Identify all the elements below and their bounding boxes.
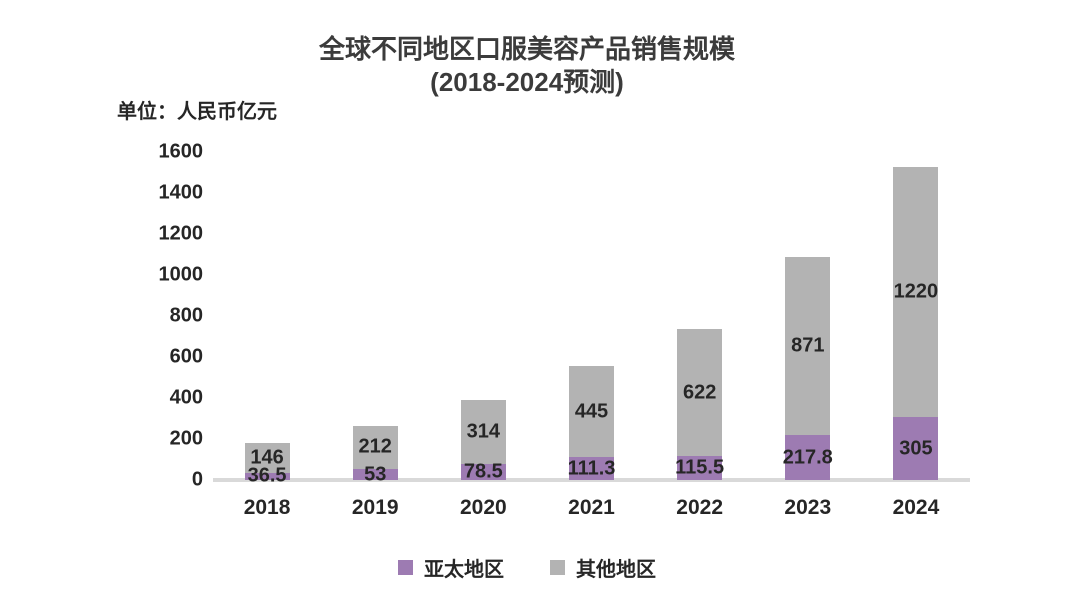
unit-label: 单位：人民币亿元 bbox=[117, 101, 277, 123]
y-tick-label: 1200 bbox=[158, 222, 204, 245]
bar-value-label: 36.5 bbox=[247, 464, 287, 487]
bar-value-label: 212 bbox=[358, 435, 392, 458]
legend-swatch bbox=[550, 560, 565, 575]
chart-title-line1: 全球不同地区口服美容产品销售规模 bbox=[318, 34, 735, 64]
bar-value-label: 445 bbox=[574, 400, 609, 423]
y-tick-label: 0 bbox=[191, 468, 203, 491]
y-tick-label: 1600 bbox=[158, 140, 204, 163]
bar-value-label: 622 bbox=[682, 381, 717, 404]
x-tick-label: 2021 bbox=[568, 496, 615, 519]
y-axis: 0 200 400 600 800 1000 1200 1400 1600 bbox=[100, 141, 204, 491]
bar-value-label: 871 bbox=[791, 334, 825, 357]
x-tick-label: 2022 bbox=[676, 496, 723, 519]
x-tick-label: 2019 bbox=[351, 496, 399, 519]
y-tick-label: 200 bbox=[169, 427, 203, 450]
bar-segment bbox=[893, 167, 939, 418]
x-tick-label: 2020 bbox=[459, 496, 507, 519]
y-tick-label: 400 bbox=[169, 386, 203, 409]
bar-value-label: 305 bbox=[899, 437, 933, 460]
bar-segment bbox=[677, 328, 723, 457]
bar-value-label: 217.8 bbox=[782, 446, 833, 469]
bar-segment bbox=[460, 399, 506, 464]
bar-segment bbox=[785, 435, 831, 480]
bar-segment bbox=[677, 456, 723, 480]
y-tick-label: 1000 bbox=[158, 263, 204, 286]
bar-value-label: 146 bbox=[250, 446, 284, 469]
bar-value-label: 314 bbox=[466, 420, 501, 443]
x-tick-label: 2018 bbox=[243, 496, 291, 519]
bar-value-label: 111.3 bbox=[567, 457, 616, 480]
chart-title-line2: (2018-2024预测) bbox=[430, 67, 624, 97]
y-tick-label: 1400 bbox=[158, 181, 204, 204]
y-tick-label: 600 bbox=[169, 345, 203, 368]
bar-segment bbox=[352, 425, 398, 470]
bar-segment bbox=[352, 469, 398, 480]
bar-segment bbox=[893, 417, 939, 480]
bar-segment bbox=[785, 256, 831, 436]
legend-label: 亚太地区 bbox=[424, 559, 504, 581]
bar-segment bbox=[460, 463, 506, 480]
bar-value-label: 78.5 bbox=[463, 460, 503, 483]
legend-item: 亚太地区 bbox=[398, 553, 504, 582]
bar-segment bbox=[244, 442, 290, 473]
legend-swatch bbox=[398, 560, 413, 575]
bar-value-label: 53 bbox=[364, 463, 387, 486]
x-axis-line bbox=[213, 478, 970, 482]
y-tick-label: 800 bbox=[169, 304, 203, 327]
bar-value-label: 1220 bbox=[893, 280, 939, 303]
legend-label: 其他地区 bbox=[576, 559, 656, 581]
x-tick-label: 2023 bbox=[784, 496, 832, 519]
legend: 亚太地区 其他地区 bbox=[0, 553, 1054, 582]
legend-item: 其他地区 bbox=[550, 553, 656, 582]
bar-segment bbox=[569, 457, 614, 480]
x-axis-labels: 2018 2019 2020 2021 2022 2023 2024 bbox=[213, 496, 970, 524]
plot-area: 36.5 146 53 212 78.5 314 111.3 445 115.5 622 217.8… bbox=[213, 152, 970, 487]
bar-segment bbox=[569, 365, 614, 458]
chart-title: 全球不同地区口服美容产品销售规模 (2018-2024预测) bbox=[0, 33, 1054, 99]
bar-value-label: 115.5 bbox=[675, 456, 725, 479]
x-tick-label: 2024 bbox=[892, 496, 940, 519]
bar-segment bbox=[244, 472, 290, 480]
